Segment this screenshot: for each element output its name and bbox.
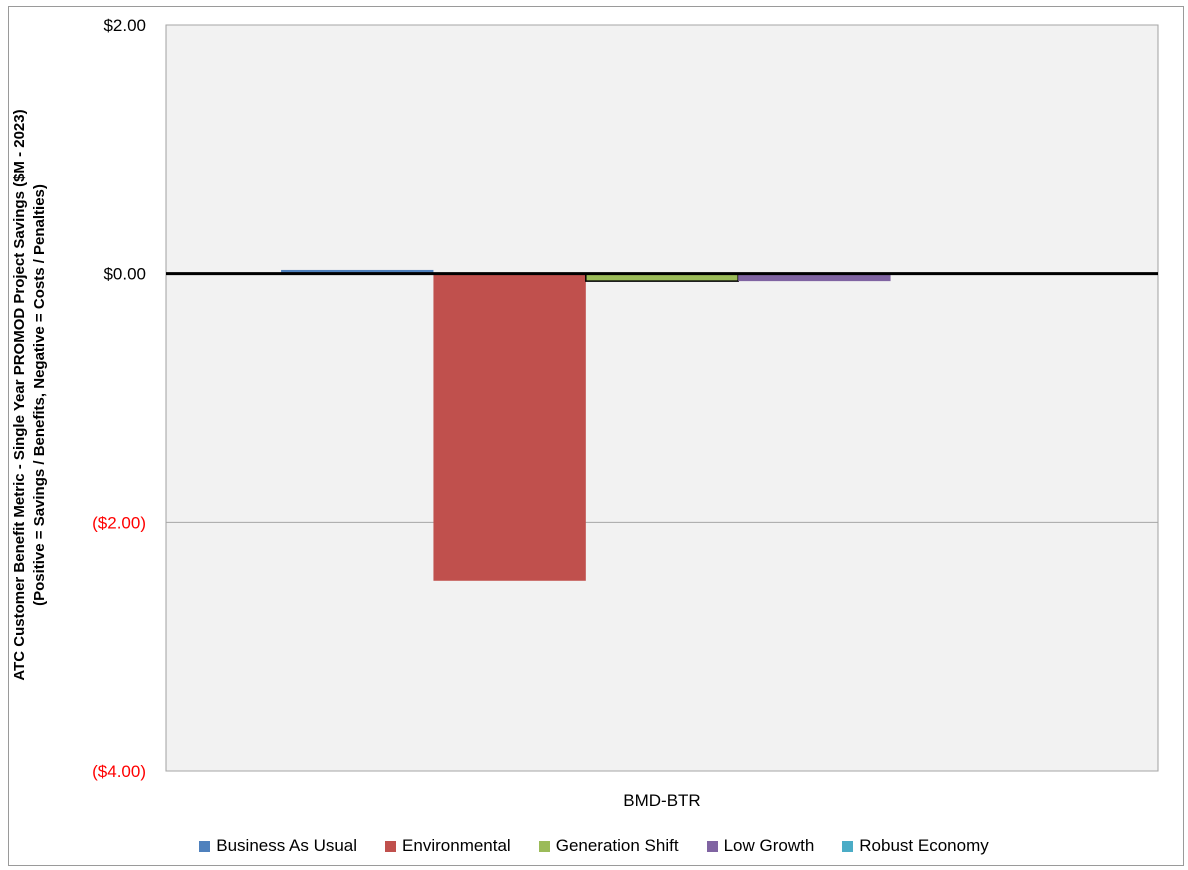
y-axis-title: ATC Customer Benefit Metric - Single Yea… (10, 25, 66, 765)
chart-legend: Business As Usual Environmental Generation… (0, 836, 1188, 856)
x-category-label: BMD-BTR (623, 791, 700, 810)
legend-swatch (842, 840, 854, 852)
legend-item: Environmental (385, 836, 511, 856)
legend-label: Environmental (402, 836, 511, 855)
legend-item: Low Growth (706, 836, 815, 856)
legend-item: Robust Economy (842, 836, 989, 856)
legend-item: Business As Usual (199, 836, 357, 856)
legend-swatch (199, 840, 211, 852)
legend-swatch (706, 840, 718, 852)
legend-item: Generation Shift (538, 836, 679, 856)
y-tick-label: ($2.00) (92, 513, 146, 532)
legend-label: Generation Shift (555, 836, 679, 855)
y-tick-label: ($4.00) (92, 762, 146, 781)
y-tick-label: $2.00 (103, 16, 146, 35)
plot-area (165, 24, 1159, 772)
y-tick-label: $0.00 (103, 265, 146, 284)
bar-environmental (433, 273, 586, 581)
y-axis-title-line1: ATC Customer Benefit Metric - Single Yea… (11, 109, 28, 681)
bar-low-growth (738, 273, 891, 282)
legend-swatch (538, 840, 550, 852)
legend-swatch (385, 840, 397, 852)
y-axis-title-line2: (Positive = Savings / Benefits, Negative… (31, 184, 48, 606)
legend-label: Low Growth (723, 836, 815, 855)
bar-business-as-usual (281, 269, 434, 274)
legend-label: Robust Economy (859, 836, 989, 855)
legend-label: Business As Usual (216, 836, 358, 855)
